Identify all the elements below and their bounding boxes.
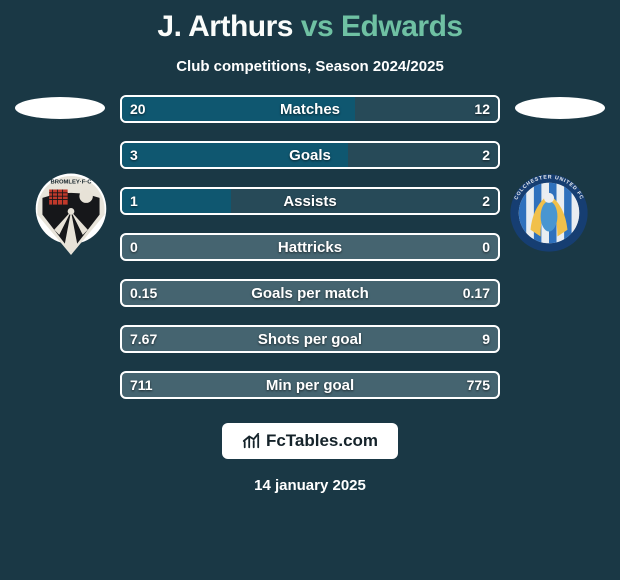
colchester-crest-icon: COLCHESTER UNITED FC (500, 171, 598, 255)
stat-label: Hattricks (122, 235, 498, 259)
stat-bar-matches: 20 Matches 12 (120, 95, 500, 123)
stat-value-right: 2 (482, 189, 490, 213)
stats-arena: BROMLEY·F·C (0, 95, 620, 399)
stat-value-right: 2 (482, 143, 490, 167)
comparison-title: J. Arthurs vs Edwards (0, 0, 620, 44)
footer: FcTables.com 14 january 2025 (0, 423, 620, 494)
subtitle: Club competitions, Season 2024/2025 (0, 58, 620, 75)
stat-bar-assists: 1 Assists 2 (120, 187, 500, 215)
player1-name: J. Arthurs (157, 10, 293, 43)
stat-bars: 20 Matches 12 3 Goals 2 1 Assists 2 0 Ha… (120, 95, 500, 399)
fctables-badge-text: FcTables.com (266, 431, 378, 451)
stat-bar-goals-per-match: 0.15 Goals per match 0.17 (120, 279, 500, 307)
stat-value-right: 0.17 (463, 281, 490, 305)
stat-bar-shots-per-goal: 7.67 Shots per goal 9 (120, 325, 500, 353)
stat-value-right: 0 (482, 235, 490, 259)
stat-value-right: 9 (482, 327, 490, 351)
player1-club-crest: BROMLEY·F·C (22, 171, 120, 255)
stat-label: Goals (122, 143, 498, 167)
player1-shadow-ellipse (15, 97, 105, 119)
vs-text: vs (301, 10, 333, 43)
stat-bar-hattricks: 0 Hattricks 0 (120, 233, 500, 261)
fctables-logo-icon (242, 432, 260, 450)
stat-label: Min per goal (122, 373, 498, 397)
stat-bar-goals: 3 Goals 2 (120, 141, 500, 169)
stat-label: Assists (122, 189, 498, 213)
fctables-badge[interactable]: FcTables.com (222, 423, 398, 459)
bromley-crest-icon: BROMLEY·F·C (22, 171, 120, 255)
stat-value-right: 775 (467, 373, 490, 397)
stat-label: Goals per match (122, 281, 498, 305)
stat-bar-min-per-goal: 711 Min per goal 775 (120, 371, 500, 399)
stat-value-right: 12 (474, 97, 490, 121)
player2-name: Edwards (341, 10, 463, 43)
stat-label: Shots per goal (122, 327, 498, 351)
player2-club-crest: COLCHESTER UNITED FC (500, 171, 598, 255)
svg-text:BROMLEY·F·C: BROMLEY·F·C (50, 180, 92, 186)
stat-label: Matches (122, 97, 498, 121)
date-text: 14 january 2025 (0, 477, 620, 494)
player2-shadow-ellipse (515, 97, 605, 119)
